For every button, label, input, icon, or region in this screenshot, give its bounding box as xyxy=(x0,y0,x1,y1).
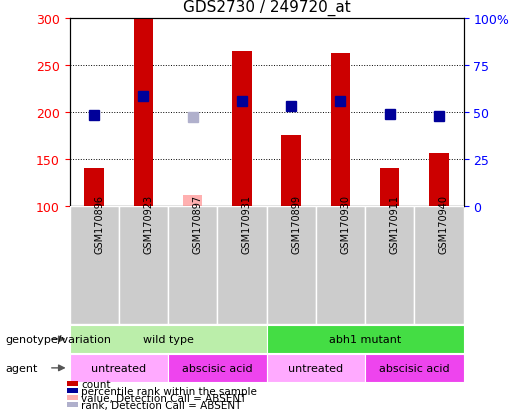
Text: GSM170899: GSM170899 xyxy=(291,195,301,254)
Bar xyxy=(119,206,168,324)
Bar xyxy=(70,206,119,324)
Text: GSM170931: GSM170931 xyxy=(242,195,252,254)
Bar xyxy=(414,206,464,324)
Text: abscisic acid: abscisic acid xyxy=(182,363,252,373)
Text: GSM170930: GSM170930 xyxy=(340,195,350,254)
Bar xyxy=(267,325,464,353)
Text: agent: agent xyxy=(5,363,38,373)
Bar xyxy=(380,169,400,206)
Bar xyxy=(70,354,168,382)
Text: untreated: untreated xyxy=(91,363,146,373)
Text: untreated: untreated xyxy=(288,363,344,373)
Bar xyxy=(429,154,449,206)
Text: wild type: wild type xyxy=(143,334,194,344)
Text: rank, Detection Call = ABSENT: rank, Detection Call = ABSENT xyxy=(81,400,242,410)
Bar xyxy=(168,354,267,382)
Text: GSM170911: GSM170911 xyxy=(390,195,400,254)
Text: percentile rank within the sample: percentile rank within the sample xyxy=(81,386,258,396)
Text: abh1 mutant: abh1 mutant xyxy=(329,334,401,344)
Bar xyxy=(365,206,414,324)
Title: GDS2730 / 249720_at: GDS2730 / 249720_at xyxy=(183,0,350,16)
Bar xyxy=(281,136,301,206)
Bar xyxy=(183,195,202,206)
Bar xyxy=(316,206,365,324)
Text: GSM170940: GSM170940 xyxy=(439,195,449,254)
Text: GSM170923: GSM170923 xyxy=(143,195,153,254)
Bar xyxy=(232,52,252,206)
Text: count: count xyxy=(81,379,111,389)
Bar xyxy=(133,19,153,207)
Text: value, Detection Call = ABSENT: value, Detection Call = ABSENT xyxy=(81,393,247,403)
Bar xyxy=(267,354,365,382)
Bar xyxy=(267,206,316,324)
Text: abscisic acid: abscisic acid xyxy=(379,363,450,373)
Bar xyxy=(70,325,267,353)
Text: GSM170897: GSM170897 xyxy=(193,195,202,254)
Bar xyxy=(331,54,350,206)
Bar xyxy=(84,169,104,206)
Bar xyxy=(168,206,217,324)
Text: GSM170896: GSM170896 xyxy=(94,195,104,254)
Bar xyxy=(217,206,267,324)
Bar xyxy=(365,354,464,382)
Text: genotype/variation: genotype/variation xyxy=(5,334,111,344)
